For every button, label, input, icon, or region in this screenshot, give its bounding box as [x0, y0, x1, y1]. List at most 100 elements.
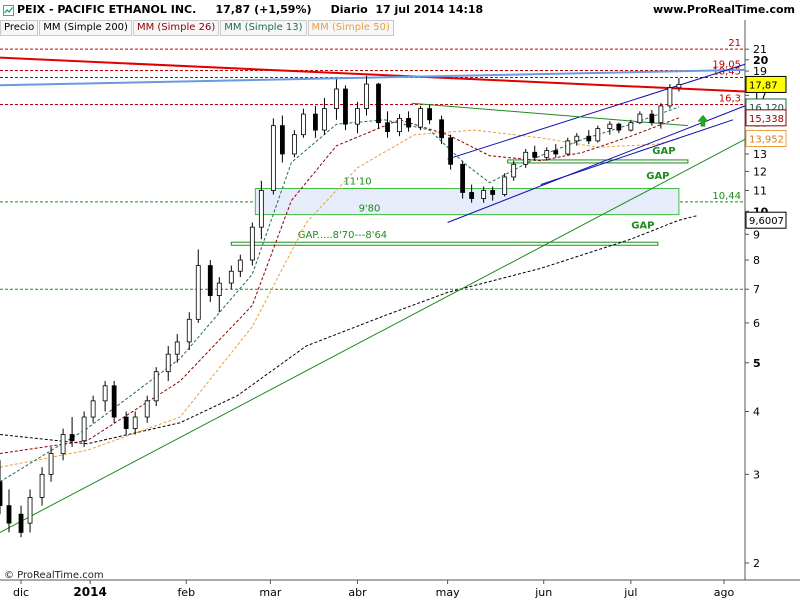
candle-body	[460, 163, 466, 193]
y-tick-label: 6	[753, 317, 760, 330]
y-tick-label: 21	[753, 43, 767, 56]
candle-body	[39, 473, 45, 498]
y-tick-label: 12	[753, 165, 767, 178]
candle-body	[397, 117, 402, 133]
candle-body	[279, 125, 285, 155]
candles-layer	[0, 75, 682, 538]
ma-50-line	[0, 129, 680, 468]
x-tick-label: 2014	[73, 585, 106, 599]
candle-body	[565, 140, 571, 155]
x-axis: dic 2014 feb mar abr may jun jul ago	[13, 580, 734, 599]
candle-body	[111, 385, 117, 418]
legend-item[interactable]: MM (Simple 13)	[220, 20, 307, 36]
candle-body	[249, 226, 255, 261]
gap-label: GAP.....8'70---8'64	[298, 230, 387, 241]
ma-13-line	[0, 106, 680, 483]
candle-body	[628, 122, 634, 131]
candle-body	[658, 105, 664, 124]
legend-item[interactable]: MM (Simple 50)	[307, 20, 394, 36]
candle-body	[469, 192, 475, 199]
candle-body	[586, 135, 592, 142]
y-tick-label: 7	[753, 283, 760, 296]
candle-body	[649, 113, 655, 124]
legend-item[interactable]: Precio	[0, 20, 39, 36]
candle-body	[511, 163, 517, 178]
trendline-resistance	[0, 56, 746, 93]
price-box-label: 15,338	[749, 114, 784, 125]
candle-body	[595, 128, 601, 142]
candle-body	[207, 265, 213, 296]
chart-icon	[3, 5, 14, 16]
x-tick-label: may	[436, 586, 460, 599]
candle-body	[616, 123, 622, 131]
level-label: 19,05	[712, 59, 741, 70]
trendline-channel-lower	[447, 105, 746, 223]
y-tick-label: 2	[753, 557, 760, 570]
candle-body	[418, 108, 423, 128]
candle-body	[448, 137, 454, 165]
candle-body	[165, 353, 171, 373]
y-tick-label: 11	[753, 184, 767, 197]
candle-body	[523, 151, 529, 165]
level-label: 21	[728, 38, 741, 49]
candle-body	[364, 83, 369, 109]
candle-body	[60, 434, 66, 454]
candle-body	[228, 270, 234, 284]
site-url: www.ProRealTime.com	[652, 3, 795, 16]
level-label: 16,3	[719, 94, 741, 105]
candle-body	[334, 88, 339, 109]
candle-body	[123, 416, 129, 429]
trendline-ma200-extension	[678, 215, 698, 221]
up-arrow-icon	[697, 114, 709, 127]
candle-body	[322, 108, 327, 131]
x-tick-label: abr	[348, 586, 367, 599]
candle-body	[355, 108, 360, 125]
x-tick-label: dic	[13, 586, 29, 599]
gap-box	[230, 241, 659, 246]
zone-top-label: 11'10	[343, 176, 371, 187]
y-tick-label: 5	[753, 357, 761, 370]
candle-body	[153, 371, 159, 402]
legend-item[interactable]: MM (Simple 26)	[132, 20, 220, 36]
ticker-line: PEIX - PACIFIC ETHANOL INC. 17,87 (+1,59…	[17, 3, 484, 16]
candle-body	[291, 134, 297, 155]
candle-body	[502, 176, 508, 195]
y-tick-label: 20	[753, 54, 769, 67]
plot-area	[0, 20, 745, 580]
candle-body	[6, 505, 12, 524]
candle-body	[270, 125, 276, 191]
candle-body	[81, 416, 87, 442]
indicator-legend: Precio MM (Simple 200) MM (Simple 26) MM (S…	[0, 20, 395, 36]
level-label: 18,45	[712, 66, 741, 77]
candle-body	[301, 113, 306, 136]
annotations-layer: GAP GAP	[631, 114, 709, 231]
x-tick-label: feb	[177, 586, 195, 599]
candle-body	[48, 453, 54, 475]
candle-body	[132, 416, 138, 429]
trendline-channel-upper	[447, 63, 746, 160]
zones-layer: 11'10 9'80 GAP GAP.....8'70---8'64	[230, 146, 689, 246]
title-bar: PEIX - PACIFIC ETHANOL INC. 17,87 (+1,59…	[0, 0, 800, 20]
price-box-label: 17,87	[749, 80, 778, 91]
trendlines-layer	[0, 56, 746, 533]
price-box-label: 13,952	[749, 135, 784, 146]
y-tick-label: 3	[753, 468, 760, 481]
trendline-channel-lower-2	[540, 119, 734, 186]
price-box	[745, 211, 787, 229]
candle-body	[186, 318, 192, 343]
y-tick-label: 13	[753, 148, 767, 161]
legend-item[interactable]: MM (Simple 200)	[39, 20, 132, 36]
price-box	[745, 130, 787, 148]
level-label: 10,44	[712, 191, 741, 202]
candle-body	[490, 190, 496, 195]
gap-annotation: GAP	[646, 171, 669, 182]
candle-body	[544, 150, 550, 158]
gap-zone	[254, 187, 680, 216]
copyright: © ProRealTime.com	[4, 570, 104, 581]
candle-body	[18, 513, 24, 533]
x-tick-label: ago	[714, 586, 735, 599]
candle-body	[90, 400, 96, 418]
gap-box	[507, 159, 689, 164]
